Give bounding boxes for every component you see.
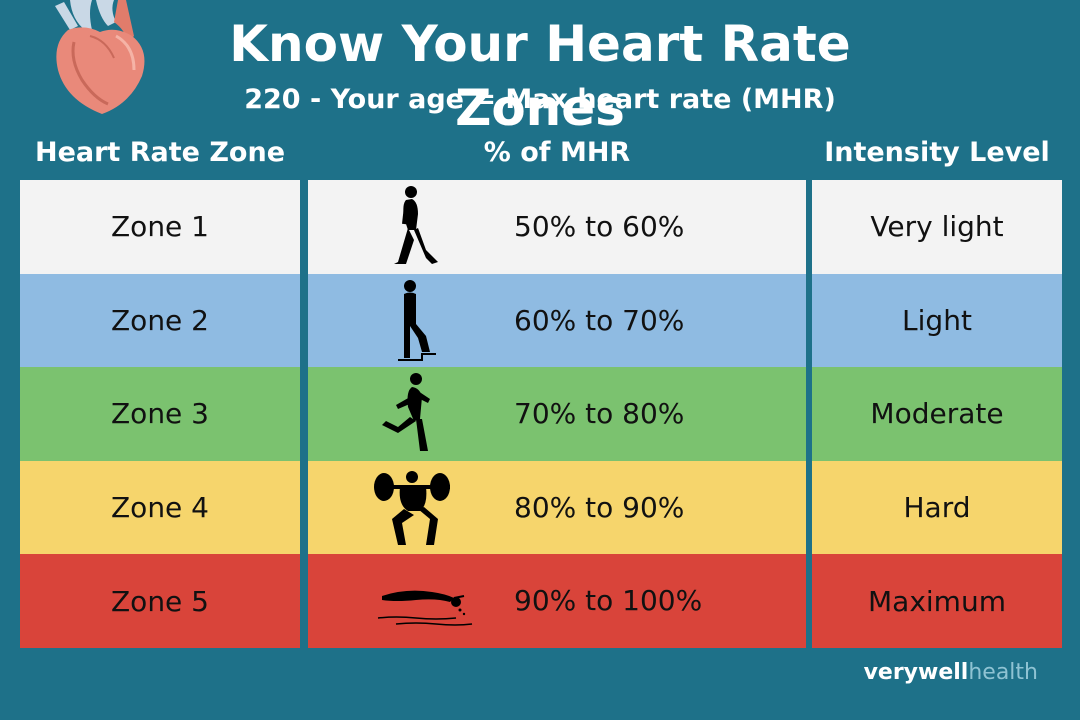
brand-logo: verywellhealth: [864, 660, 1038, 685]
page-subtitle: 220 - Your age = Max heart rate (MHR): [244, 84, 836, 115]
brand-logo-part1: verywell: [863, 660, 969, 685]
percent-value: 90% to 100%: [514, 584, 703, 618]
column-header-intensity: Intensity Level: [824, 137, 1050, 168]
heart-illustration: [55, 0, 145, 114]
intensity-cell: Hard: [812, 460, 1062, 555]
intensity-cell: Very light: [812, 180, 1062, 274]
intensity-column: Very light Light Moderate Hard Maximum: [812, 180, 1062, 648]
zone-cell: Zone 5: [20, 554, 300, 648]
weightlifting-icon: [374, 470, 450, 545]
intensity-cell: Maximum: [812, 554, 1062, 648]
intensity-cell: Light: [812, 273, 1062, 368]
intensity-cell: Moderate: [812, 367, 1062, 461]
percent-row: 80% to 90%: [308, 460, 806, 555]
percent-value: 80% to 90%: [514, 490, 685, 524]
brand-logo-part2: health: [968, 660, 1038, 685]
stair-climbing-icon: [398, 279, 436, 361]
zone-column: Zone 1 Zone 2 Zone 3 Zone 4 Zone 5: [20, 180, 300, 648]
walking-icon: [394, 186, 438, 264]
percent-row: 90% to 100%: [308, 554, 806, 648]
column-header-zone: Heart Rate Zone: [34, 137, 286, 168]
swimming-icon: [377, 591, 473, 627]
percent-row: 70% to 80%: [308, 367, 806, 461]
percent-row: 50% to 60%: [308, 180, 806, 274]
percent-value: 70% to 80%: [514, 397, 685, 431]
zone-cell: Zone 2: [20, 273, 300, 368]
zone-cell: Zone 4: [20, 460, 300, 555]
percent-value: 60% to 70%: [514, 303, 685, 337]
zone-cell: Zone 1: [20, 180, 300, 274]
percent-value: 50% to 60%: [514, 210, 685, 243]
percent-row: 60% to 70%: [308, 273, 806, 368]
percent-column: 50% to 60% 60% to 70% 70% to 80%: [308, 180, 806, 648]
running-icon: [382, 373, 430, 452]
zone-cell: Zone 3: [20, 367, 300, 461]
column-header-percent: % of MHR: [483, 137, 631, 168]
page-title: Know Your Heart Rate Zones: [229, 15, 851, 137]
